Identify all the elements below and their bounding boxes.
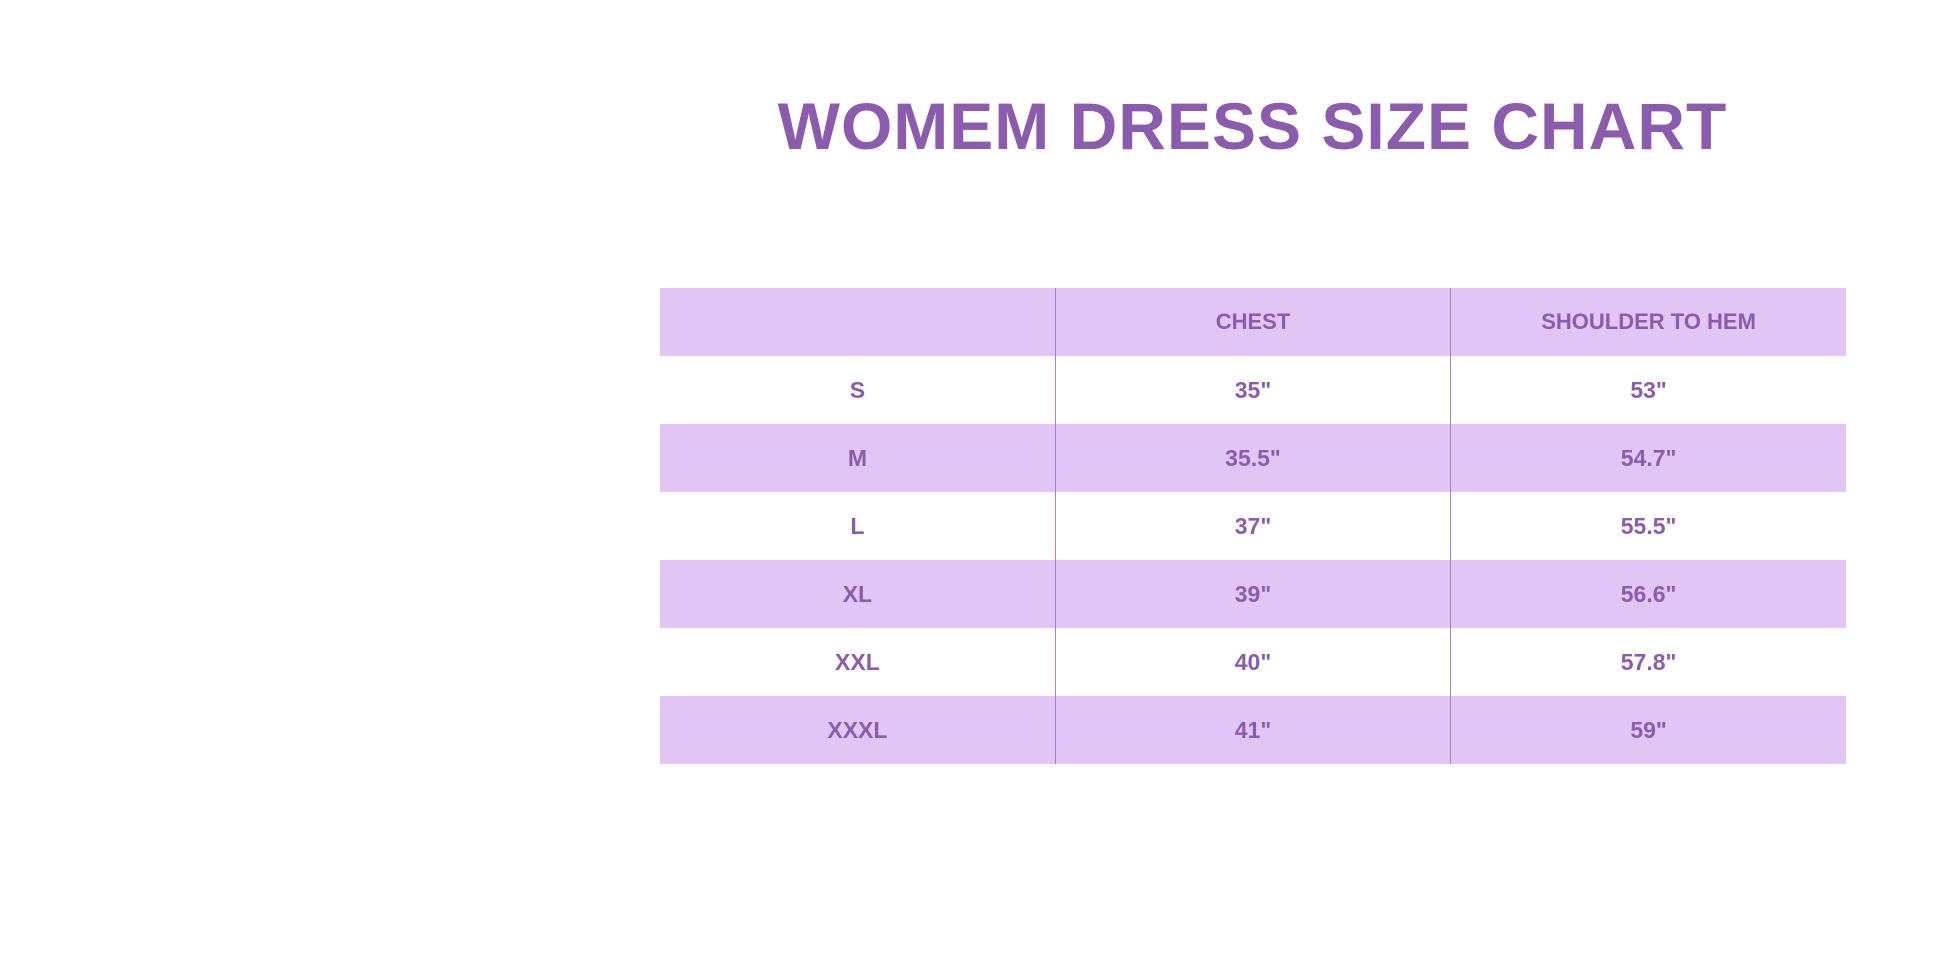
table-row: L 37" 55.5" <box>660 492 1846 560</box>
table-header-row: CHEST SHOULDER TO HEM <box>660 288 1846 356</box>
length-cell: 53" <box>1450 356 1846 424</box>
header-shoulder-to-hem: SHOULDER TO HEM <box>1450 288 1846 356</box>
chest-cell: 37" <box>1054 492 1451 560</box>
size-cell: XXXL <box>827 716 888 743</box>
header-chest: CHEST <box>1054 288 1451 356</box>
size-cell: XL <box>842 580 873 607</box>
table-row: XXXL 41" 59" <box>660 696 1846 764</box>
size-cell: L <box>850 512 865 539</box>
chest-cell: 35.5" <box>1054 424 1451 492</box>
length-cell: 55.5" <box>1450 492 1846 560</box>
size-chart-table: CHEST SHOULDER TO HEM S 35" 53" M 35.5" … <box>660 288 1846 764</box>
size-cell: XXL <box>835 648 880 675</box>
size-cell: S <box>849 376 866 403</box>
length-cell: 56.6" <box>1450 560 1846 628</box>
header-size <box>660 288 1055 356</box>
length-cell: 54.7" <box>1450 424 1846 492</box>
chest-cell: 40" <box>1054 628 1451 696</box>
length-cell: 57.8" <box>1450 628 1846 696</box>
table-row: XXL 40" 57.8" <box>660 628 1846 696</box>
chest-cell: 39" <box>1054 560 1451 628</box>
size-cell: M <box>847 444 867 471</box>
table-row: M 35.5" 54.7" <box>660 424 1846 492</box>
chest-cell: 35" <box>1054 356 1451 424</box>
table-row: S 35" 53" <box>660 356 1846 424</box>
chest-cell: 41" <box>1054 696 1451 764</box>
table-row: XL 39" 56.6" <box>660 560 1846 628</box>
page-title: WOMEM DRESS SIZE CHART <box>777 89 1728 163</box>
length-cell: 59" <box>1450 696 1846 764</box>
